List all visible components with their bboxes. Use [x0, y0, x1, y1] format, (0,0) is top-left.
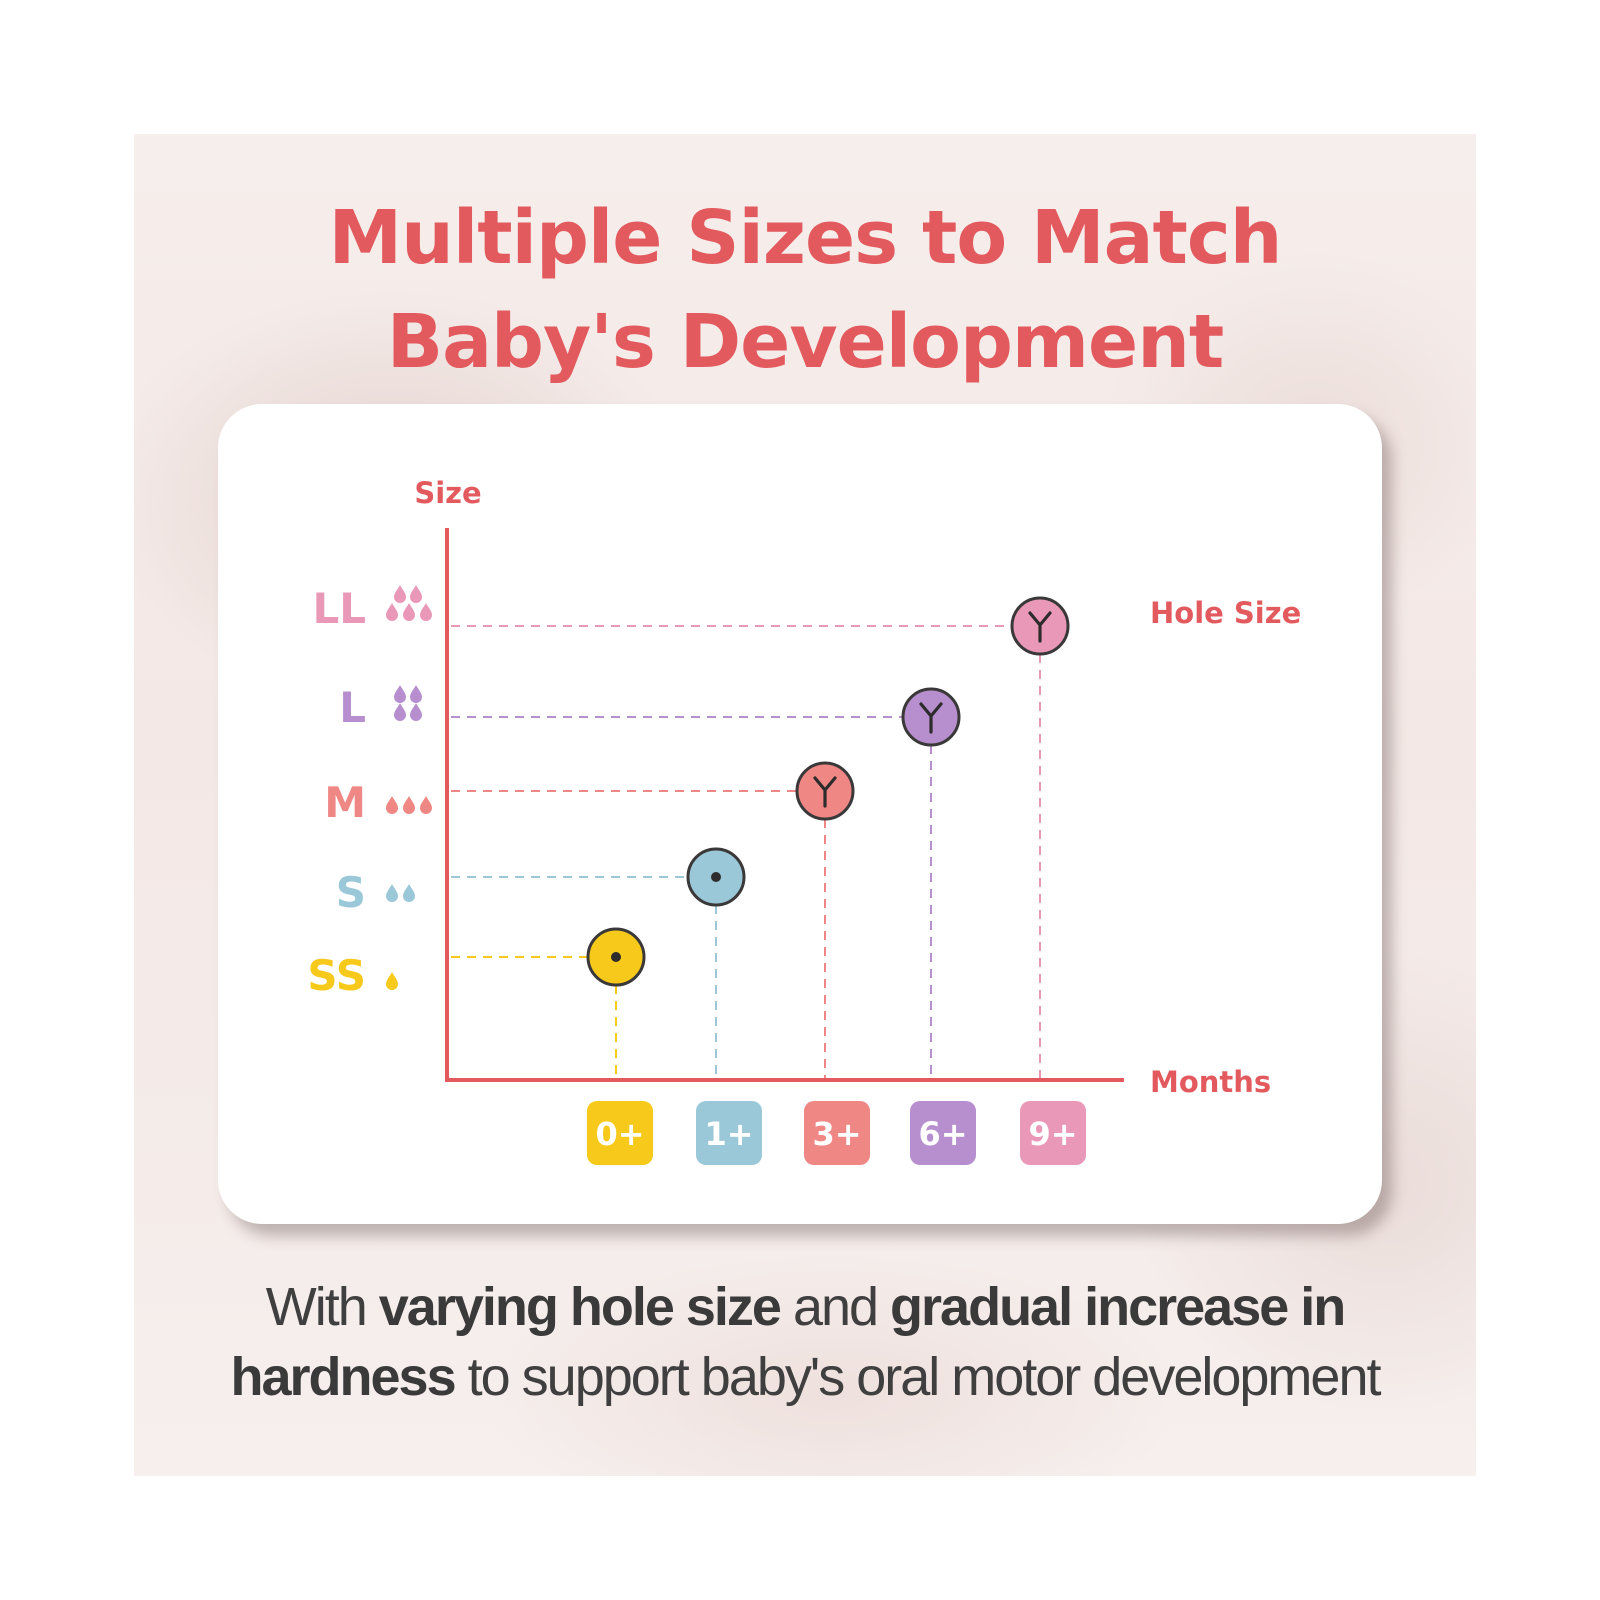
drop-icon	[410, 685, 422, 703]
caption-bold-1: varying hole size	[378, 1277, 782, 1337]
data-point-ll	[1010, 596, 1070, 656]
y-tick-label-l: L	[339, 683, 366, 732]
x-tick-1plus: 1+	[696, 1101, 762, 1165]
title-line-1: Multiple Sizes to Match	[328, 195, 1283, 281]
x-tick-badge	[910, 1101, 976, 1165]
x-tick-label: 3+	[812, 1115, 861, 1153]
x-tick-9plus: 9+	[1020, 1101, 1086, 1165]
caption-line-2: hardness to support baby's oral motor de…	[134, 1342, 1476, 1412]
data-points	[586, 596, 1070, 987]
x-tick-label: 0+	[595, 1115, 644, 1153]
y-tick-label-ss: SS	[307, 951, 366, 1000]
caption-bold-3: hardness	[230, 1347, 457, 1407]
caption-text-3: to support baby's oral motor development	[454, 1347, 1382, 1407]
x-tick-badge	[1020, 1101, 1086, 1165]
drop-icon	[386, 603, 398, 621]
drop-icon	[403, 603, 415, 621]
drop-icons-ss	[386, 972, 398, 990]
title-line-2: Baby's Development	[386, 299, 1225, 385]
drop-icon	[394, 685, 406, 703]
drop-icon	[386, 796, 398, 814]
drop-icon	[410, 703, 422, 721]
drop-icons-s	[386, 884, 415, 902]
drop-icons-ll	[386, 585, 432, 621]
x-tick-6plus: 6+	[910, 1101, 976, 1165]
drop-icons-l	[394, 685, 422, 721]
drop-icon	[403, 796, 415, 814]
guide-lines	[451, 625, 1041, 1078]
y-tick-label-s: S	[336, 868, 366, 917]
hole-dot-icon	[711, 872, 721, 882]
drop-icon	[386, 972, 398, 990]
hole-y-cut-icon	[1028, 611, 1052, 643]
drop-icons-m	[386, 796, 432, 814]
drop-icon	[420, 796, 432, 814]
x-tick-label: 6+	[918, 1115, 967, 1153]
chart-card	[218, 404, 1382, 1224]
data-point-m	[795, 761, 855, 821]
hole-size-label: Hole Size	[1150, 596, 1301, 630]
data-point-ss	[586, 927, 646, 987]
data-point-s	[686, 847, 746, 907]
caption-bold-2: gradual increase in	[890, 1277, 1346, 1337]
caption-text-1: With	[265, 1277, 379, 1337]
hole-y-cut-icon	[919, 702, 943, 734]
data-point-l	[901, 687, 961, 747]
y-axis-title: Size	[414, 476, 481, 510]
x-tick-badge	[587, 1101, 653, 1165]
y-tick-label-ll: LL	[312, 584, 366, 633]
hole-dot-icon	[611, 952, 621, 962]
drop-icon	[386, 884, 398, 902]
caption-text-2: and	[779, 1277, 891, 1337]
drop-icon	[394, 585, 406, 603]
drop-icon	[394, 703, 406, 721]
x-tick-badge	[804, 1101, 870, 1165]
drop-icon	[410, 585, 422, 603]
caption-line-1: With varying hole size and gradual incre…	[134, 1272, 1476, 1342]
drop-icon	[420, 603, 432, 621]
page-title: Multiple Sizes to Match Baby's Developme…	[134, 186, 1476, 394]
x-tick-3plus: 3+	[804, 1101, 870, 1165]
y-tick-label-m: M	[324, 778, 366, 827]
x-tick-labels: 0+ 1+ 3+ 6+ 9+	[587, 1101, 1086, 1165]
hole-y-cut-icon	[813, 776, 837, 808]
drop-icon	[403, 884, 415, 902]
x-tick-label: 1+	[704, 1115, 753, 1153]
x-tick-badge	[696, 1101, 762, 1165]
x-tick-0plus: 0+	[587, 1101, 653, 1165]
x-tick-label: 9+	[1028, 1115, 1077, 1153]
x-axis-title: Months	[1150, 1065, 1271, 1099]
caption: With varying hole size and gradual incre…	[134, 1272, 1476, 1412]
